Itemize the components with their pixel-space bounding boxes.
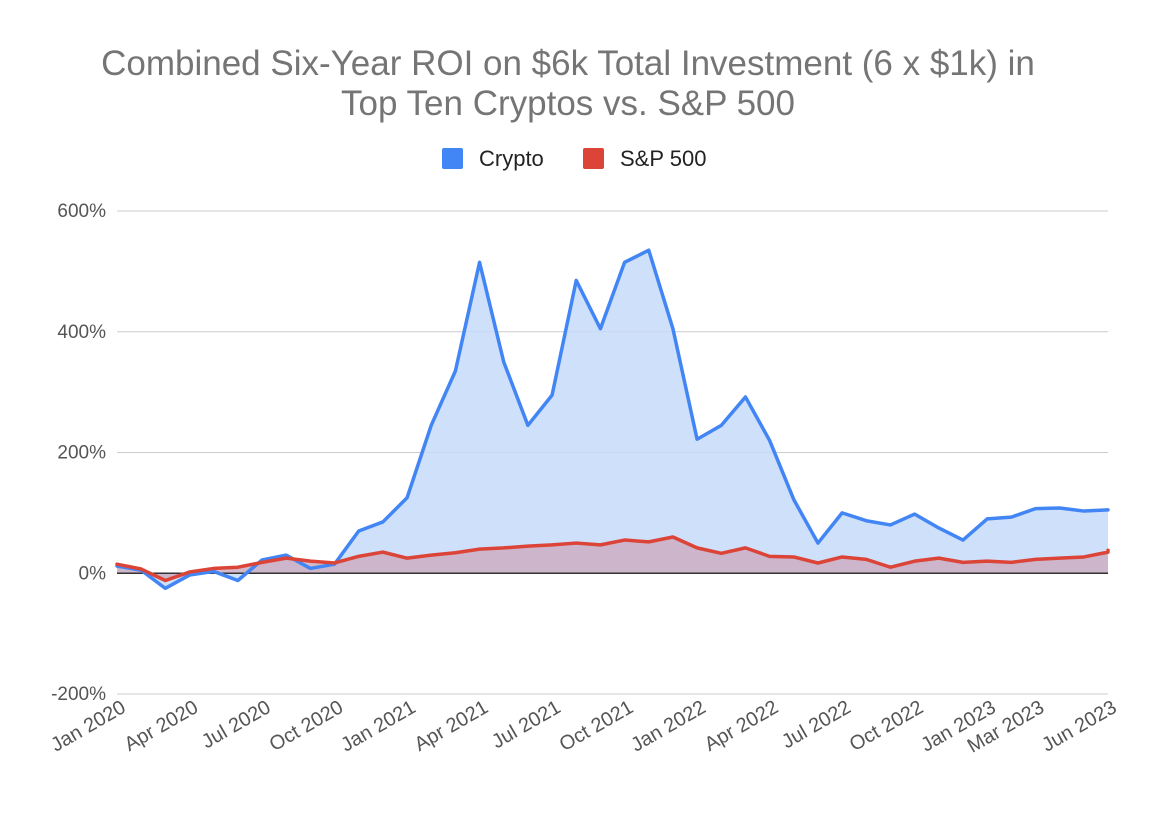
x-tick-label: Oct 2020	[266, 696, 347, 756]
x-tick-label: Jul 2021	[488, 696, 564, 753]
x-tick-label: Apr 2020	[121, 696, 202, 756]
chart-title-line-2: Top Ten Cryptos vs. S&P 500	[341, 84, 795, 123]
y-axis-tick-labels: -200% 0% 200% 400% 600%	[51, 201, 106, 705]
x-tick-label: Jul 2020	[198, 696, 274, 753]
x-tick-label: Jan 2021	[337, 696, 419, 756]
y-tick-label: 400%	[57, 322, 106, 343]
legend-label-sp500: S&P 500	[620, 146, 706, 171]
x-tick-label: Apr 2021	[411, 696, 492, 756]
x-tick-label: Jan 2020	[47, 696, 129, 756]
y-tick-label: 0%	[79, 563, 107, 584]
x-tick-label: Oct 2022	[846, 696, 927, 756]
y-tick-label: -200%	[51, 684, 106, 705]
series-lines	[115, 248, 1110, 591]
x-tick-label: Jan 2022	[627, 696, 709, 756]
x-tick-label: Oct 2021	[556, 696, 637, 756]
y-tick-label: 200%	[57, 443, 106, 464]
chart-title: Combined Six-Year ROI on $6k Total Inves…	[101, 44, 1035, 123]
y-tick-label: 600%	[57, 201, 106, 222]
legend-swatch-crypto	[442, 148, 463, 169]
line-s-p-500	[115, 535, 1110, 583]
x-tick-label: Jul 2022	[778, 696, 854, 753]
legend-label-crypto: Crypto	[479, 146, 544, 171]
area-s-p-500	[117, 537, 1108, 581]
legend-swatch-sp500	[583, 148, 604, 169]
chart-title-line-1: Combined Six-Year ROI on $6k Total Inves…	[101, 44, 1035, 83]
area-crypto	[117, 250, 1108, 589]
line-crypto	[115, 248, 1110, 591]
series-areas	[117, 250, 1108, 589]
x-tick-label: Jun 2023	[1038, 696, 1120, 756]
x-tick-label: Apr 2022	[701, 696, 782, 756]
legend: Crypto S&P 500	[442, 146, 706, 171]
